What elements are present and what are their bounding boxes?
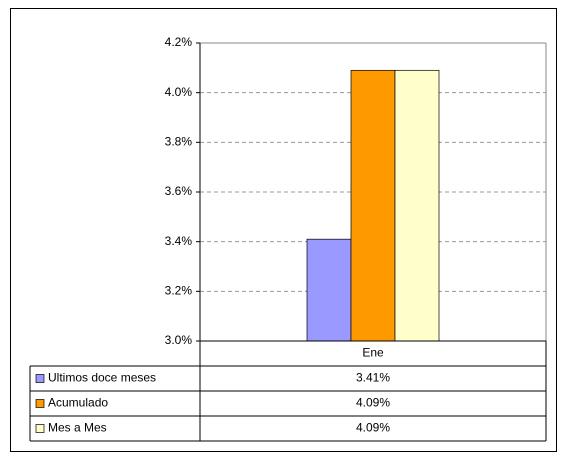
legend-label: Acumulado [48,396,108,410]
value-label: 4.09% [356,421,390,435]
legend-key [35,399,45,408]
bar [306,238,352,342]
y-tick-label: 4.0% [165,85,193,99]
legend-label: Ultimos doce meses [48,371,156,385]
y-tick-label: 3.6% [165,184,193,198]
chart-frame [10,8,557,452]
y-tick-label: 3.2% [165,284,193,298]
y-tick-label: 3.8% [165,135,193,149]
value-label: 3.41% [356,371,390,385]
bar [394,69,440,342]
legend-key [35,424,45,433]
y-tick-label: 3.0% [165,333,193,347]
legend-key [35,374,45,383]
x-tick-label: Ene [362,346,384,360]
y-tick-label: 3.4% [165,234,193,248]
value-label: 4.09% [356,396,390,410]
legend-label: Mes a Mes [48,421,107,435]
y-tick-label: 4.2% [165,35,193,49]
bar [350,69,396,342]
